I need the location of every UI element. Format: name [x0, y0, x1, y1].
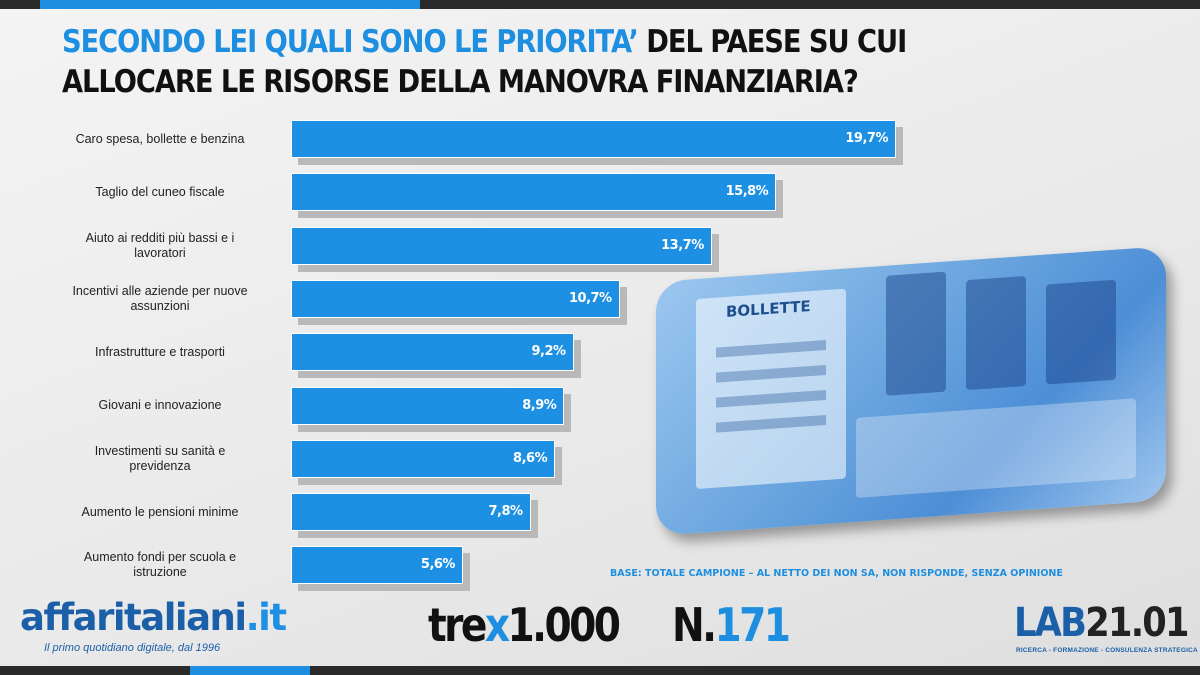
category-label-line: Infrastrutture e trasporti [95, 344, 225, 359]
lab-number: 21.01 [1085, 600, 1189, 646]
bar [291, 439, 556, 478]
bar-value-label: 13,7% [661, 237, 704, 253]
lab-tagline: RICERCA - FORMAZIONE - CONSULENZA STRATE… [1016, 647, 1198, 654]
category-label-line: Aiuto ai redditi più bassi e i [85, 230, 235, 245]
bar-value-label: 9,2% [531, 344, 566, 360]
category-label: Incentivi alle aziende per nuove assunzio… [40, 284, 280, 314]
category-label-line: Taglio del cuneo fiscale [95, 184, 225, 199]
chart-title: SECONDO LEI QUALI SONO LE PRIORITA’ DEL … [62, 22, 1030, 102]
issue-number: N.171 [672, 598, 791, 652]
bar-value-label: 5,6% [420, 557, 456, 573]
bar [291, 173, 777, 212]
bar-value-label: 8,6% [513, 450, 548, 466]
category-label-line: Investimenti su sanità e [94, 443, 226, 458]
bar-chart: Caro spesa, bollette e benzina 19,7% Tagli… [0, 112, 1200, 592]
category-label-line: assunzioni [130, 298, 190, 313]
trex-pre: tre [428, 598, 487, 652]
trex-logo: trex1.000 [428, 598, 621, 652]
issue-value: 171 [714, 598, 791, 652]
category-label: Taglio del cuneo fiscale [40, 185, 280, 200]
category-label: Investimenti su sanità e previdenza [40, 444, 280, 474]
category-label: Infrastrutture e trasporti [40, 345, 280, 360]
category-label-line: Aumento le pensioni minime [81, 504, 239, 519]
bottom-bar-accent [190, 666, 310, 675]
base-note: BASE: TOTALE CAMPIONE – AL NETTO DEI NON… [610, 568, 1063, 579]
category-label-line: lavoratori [134, 245, 186, 260]
affaritaliani-name: affaritaliani [20, 596, 247, 639]
category-label-line: istruzione [133, 565, 187, 580]
lab-text: LAB [1014, 600, 1087, 646]
category-label: Aumento le pensioni minime [40, 505, 280, 520]
bar [291, 333, 574, 372]
affaritaliani-logo: affaritaliani.it [20, 596, 287, 639]
category-label: Giovani e innovazione [40, 398, 280, 413]
bar [291, 120, 896, 158]
bar [291, 493, 531, 532]
category-label: Caro spesa, bollette e benzina [40, 132, 280, 147]
top-bar [0, 0, 1200, 9]
bar-value-label: 7,8% [488, 504, 523, 520]
bar-value-label: 10,7% [568, 290, 612, 306]
trex-x: x [484, 598, 510, 652]
affaritaliani-tagline: Il primo quotidiano digitale, dal 1996 [44, 642, 221, 654]
category-label-line: Incentivi alle aziende per nuove [72, 283, 248, 298]
bar-value-label: 19,7% [845, 131, 888, 146]
trex-post: 1.000 [507, 598, 621, 652]
category-label: Aiuto ai redditi più bassi e i lavoratori [40, 231, 280, 261]
bar-value-label: 8,9% [522, 397, 557, 413]
bar-value-label: 15,8% [725, 184, 769, 200]
affaritaliani-tld: .it [245, 596, 287, 639]
category-label-line: Aumento fondi per scuola e [83, 550, 237, 565]
category-label-line: previdenza [129, 458, 191, 473]
lab2101-logo: LAB21.01 [1014, 600, 1190, 646]
bottom-bar [0, 666, 1200, 675]
bar [291, 546, 463, 585]
category-label: Aumento fondi per scuola e istruzione [40, 550, 280, 580]
issue-prefix: N. [672, 598, 717, 652]
bar [291, 279, 620, 318]
category-label-line: Caro spesa, bollette e benzina [75, 131, 245, 146]
top-bar-accent [40, 0, 420, 9]
title-rest: DEL PAESE SU CUI ALLOCARE LE RISORSE DEL… [62, 24, 907, 100]
bar [291, 226, 712, 265]
bar [291, 386, 565, 425]
title-highlight: SECONDO LEI QUALI SONO LE PRIORITA’ [62, 24, 639, 60]
category-label-line: Giovani e innovazione [98, 398, 222, 412]
